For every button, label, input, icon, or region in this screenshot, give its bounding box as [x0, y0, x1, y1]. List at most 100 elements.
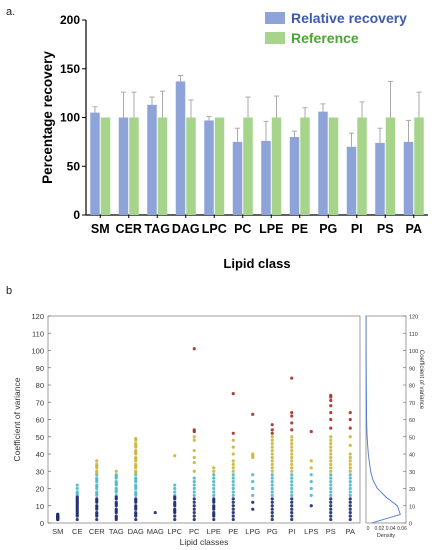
data-point — [231, 500, 235, 504]
x-tick-label: PI — [288, 527, 295, 536]
data-point — [231, 517, 235, 522]
data-point — [231, 476, 235, 480]
data-point — [75, 505, 79, 510]
data-point — [290, 493, 294, 497]
data-point — [114, 481, 118, 485]
data-point — [329, 507, 333, 511]
data-point — [348, 514, 352, 518]
x-tick-label: LPS — [304, 527, 318, 536]
x-tick-label: PC — [189, 527, 200, 536]
data-point — [212, 469, 216, 473]
density-y-tick-label: 110 — [409, 332, 418, 338]
data-point — [290, 486, 294, 491]
x-tick-label: SM — [52, 527, 63, 536]
data-point — [348, 507, 352, 511]
data-point — [134, 450, 138, 454]
data-point — [231, 507, 235, 511]
data-point — [290, 517, 294, 522]
scatter-chart: 0 10 20 30 40 50 60 70 80 90 100 110 120 SM CE CER TAG DA… — [12, 312, 361, 547]
data-point — [348, 483, 352, 487]
data-point — [270, 438, 274, 442]
data-point — [114, 474, 118, 479]
y-axis-label: Percentage recovery — [40, 51, 55, 184]
data-point — [290, 476, 294, 480]
data-point — [329, 462, 333, 466]
data-point — [270, 452, 274, 456]
data-point — [173, 517, 177, 522]
bar-reference — [129, 117, 139, 215]
data-point — [251, 480, 255, 484]
data-point — [251, 500, 255, 504]
data-point — [290, 421, 294, 425]
data-point — [231, 438, 235, 442]
data-point — [329, 393, 333, 397]
data-point — [173, 502, 177, 506]
data-point — [290, 511, 294, 515]
data-point — [290, 500, 294, 504]
x-tick-label: PE — [291, 222, 308, 236]
y-tick-label: 70 — [36, 398, 44, 407]
data-point — [270, 466, 274, 470]
x-tick-label: DAG — [128, 527, 144, 536]
density-y-tick-label: 50 — [409, 435, 415, 441]
data-point — [329, 504, 333, 508]
data-point — [134, 485, 138, 489]
data-point — [192, 517, 196, 522]
density-y-tick-label: 20 — [409, 487, 415, 493]
data-point — [231, 445, 235, 449]
data-point — [329, 511, 333, 515]
y-tick-label: 100 — [60, 111, 80, 125]
data-point — [329, 455, 333, 460]
data-point — [192, 448, 196, 453]
data-point — [134, 517, 138, 522]
x-tick-label: PS — [326, 527, 336, 536]
bar-reference — [300, 117, 310, 215]
data-point — [270, 514, 274, 518]
data-point — [348, 435, 352, 439]
bar-reference — [385, 117, 396, 215]
bar-relative-recovery — [403, 141, 414, 215]
x-tick-label: PC — [234, 222, 251, 236]
data-point — [251, 452, 255, 456]
data-point — [329, 426, 333, 430]
bar-relative-recovery — [118, 117, 129, 215]
data-point — [251, 473, 255, 477]
data-point — [75, 502, 79, 506]
data-point — [270, 486, 274, 491]
data-point — [290, 504, 294, 508]
data-point — [270, 423, 274, 427]
y-tick-label: 200 — [60, 13, 80, 27]
data-point — [95, 492, 99, 496]
data-point — [290, 452, 294, 456]
data-point — [348, 500, 352, 504]
data-point — [329, 476, 333, 480]
x-tick-label: PG — [267, 527, 278, 536]
y-tick-label: 100 — [31, 347, 44, 356]
data-point — [290, 459, 294, 463]
x-tick-label: PS — [377, 222, 394, 236]
data-point — [270, 504, 274, 508]
density-y-tick-label: 0 — [409, 522, 412, 528]
data-point — [173, 509, 177, 513]
data-point — [270, 490, 274, 494]
density-y-tick-label: 40 — [409, 453, 415, 459]
data-point — [348, 486, 352, 491]
density-x-tick-label: 0.06 — [397, 526, 407, 532]
data-point — [134, 471, 138, 475]
data-point — [348, 426, 352, 430]
data-point — [329, 459, 333, 463]
y-axis-label: Coefficient of variance — [12, 377, 22, 461]
data-point — [212, 486, 216, 491]
bar-relative-recovery — [175, 81, 186, 215]
data-point — [173, 514, 177, 518]
x-tick-label: CER — [116, 222, 142, 236]
data-point — [153, 511, 157, 515]
data-point — [192, 476, 196, 480]
data-point — [212, 476, 216, 480]
y-tick-label: 90 — [36, 364, 44, 373]
data-point — [231, 452, 235, 456]
data-point — [95, 517, 99, 522]
data-point — [75, 509, 79, 513]
data-point — [231, 480, 235, 484]
data-point — [134, 512, 138, 516]
